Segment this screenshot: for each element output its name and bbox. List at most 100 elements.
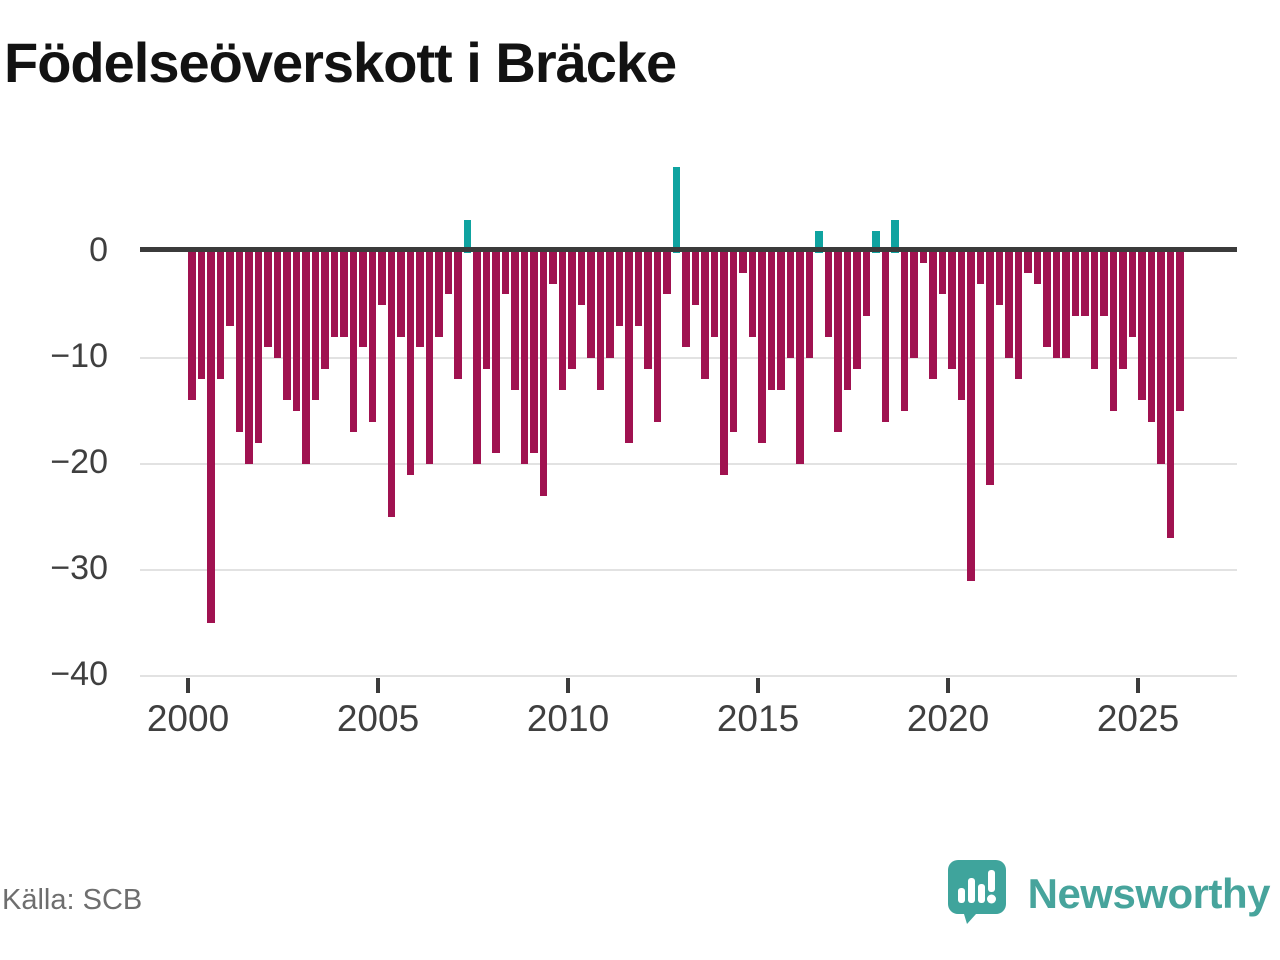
negative-quarter-bar <box>1005 249 1013 358</box>
negative-quarter-bar <box>188 249 196 401</box>
negative-quarter-bar <box>1071 249 1080 316</box>
positive-quarter-bar <box>463 220 472 253</box>
negative-quarter-bar <box>473 249 481 464</box>
x-axis-tick <box>376 678 380 693</box>
negative-quarter-bar <box>520 249 529 464</box>
gridline-y--40 <box>140 675 1237 677</box>
negative-quarter-bar <box>957 249 966 401</box>
negative-quarter-bar <box>226 249 234 327</box>
negative-quarter-bar <box>682 249 690 348</box>
negative-quarter-bar <box>938 249 947 295</box>
negative-quarter-bar <box>796 249 804 464</box>
negative-quarter-bar <box>444 249 453 295</box>
negative-quarter-bar <box>777 249 785 390</box>
negative-quarter-bar <box>606 249 614 358</box>
negative-quarter-bar <box>577 249 586 305</box>
x-axis-tick <box>1136 678 1140 693</box>
negative-quarter-bar <box>1157 249 1165 464</box>
positive-quarter-bar <box>672 167 681 253</box>
negative-quarter-bar <box>1014 249 1023 380</box>
negative-quarter-bar <box>302 249 310 464</box>
negative-quarter-bar <box>976 249 985 284</box>
negative-quarter-bar <box>235 249 244 433</box>
negative-quarter-bar <box>720 249 728 475</box>
negative-quarter-bar <box>615 249 624 327</box>
gridline-y--30 <box>140 569 1237 571</box>
negative-quarter-bar <box>767 249 776 390</box>
negative-quarter-bar <box>1119 249 1127 369</box>
page-title: Födelseöverskott i Bräcke <box>4 31 677 94</box>
negative-quarter-bar <box>691 249 700 305</box>
negative-quarter-bar <box>1128 249 1137 337</box>
negative-quarter-bar <box>492 249 500 454</box>
x-axis-year-label: 2010 <box>526 698 610 739</box>
negative-quarter-bar <box>805 249 814 358</box>
x-axis-year-label: 2015 <box>716 698 800 739</box>
negative-quarter-bar <box>311 249 320 401</box>
negative-quarter-bar <box>948 249 956 369</box>
negative-quarter-bar <box>625 249 633 443</box>
negative-quarter-bar <box>919 249 928 263</box>
x-axis-tick <box>566 678 570 693</box>
x-axis-tick <box>186 678 190 693</box>
x-axis-year-label: 2025 <box>1096 698 1180 739</box>
negative-quarter-bar <box>729 249 738 433</box>
y-axis-tick-label: −30 <box>50 549 108 587</box>
newsworthy-wordmark: Newsworthy <box>1027 869 1271 917</box>
negative-quarter-bar <box>283 249 291 401</box>
negative-quarter-bar <box>368 249 377 422</box>
negative-quarter-bar <box>207 249 215 623</box>
negative-quarter-bar <box>216 249 225 380</box>
negative-quarter-bar <box>397 249 405 337</box>
negative-quarter-bar <box>967 249 975 581</box>
y-axis-tick-label: −40 <box>50 655 108 693</box>
positive-quarter-bar <box>815 230 823 253</box>
negative-quarter-bar <box>634 249 643 327</box>
negative-quarter-bar <box>1100 249 1108 316</box>
negative-quarter-bar <box>245 249 253 464</box>
negative-quarter-bar <box>1138 249 1146 401</box>
negative-quarter-bar <box>378 249 386 305</box>
negative-quarter-bar <box>910 249 918 358</box>
negative-quarter-bar <box>1147 249 1156 422</box>
negative-quarter-bar <box>1090 249 1099 369</box>
x-axis-year-label: 2005 <box>336 698 420 739</box>
gridline-y--10 <box>140 357 1237 359</box>
negative-quarter-bar <box>1033 249 1042 284</box>
x-axis-year-label: 2000 <box>146 698 230 739</box>
negative-quarter-bar <box>986 249 994 486</box>
negative-quarter-bar <box>1062 249 1070 358</box>
negative-quarter-bar <box>786 249 795 358</box>
x-axis-tick <box>756 678 760 693</box>
negative-quarter-bar <box>321 249 329 369</box>
negative-quarter-bar <box>511 249 519 390</box>
negative-quarter-bar <box>482 249 491 369</box>
negative-quarter-bar <box>1176 249 1184 411</box>
source-caption: Källa: SCB <box>2 884 143 916</box>
negative-quarter-bar <box>824 249 833 337</box>
negative-quarter-bar <box>881 249 890 422</box>
negative-quarter-bar <box>900 249 909 411</box>
y-axis-tick-label: 0 <box>89 231 108 269</box>
negative-quarter-bar <box>758 249 766 443</box>
negative-quarter-bar <box>1166 249 1175 539</box>
negative-quarter-bar <box>929 249 937 380</box>
negative-quarter-bar <box>539 249 548 496</box>
negative-quarter-bar <box>1043 249 1051 348</box>
negative-quarter-bar <box>273 249 282 358</box>
negative-quarter-bar <box>501 249 510 295</box>
negative-quarter-bar <box>425 249 434 464</box>
y-axis-tick-label: −20 <box>50 443 108 481</box>
negative-quarter-bar <box>359 249 367 348</box>
negative-quarter-bar <box>330 249 339 337</box>
negative-quarter-bar <box>197 249 206 380</box>
negative-quarter-bar <box>340 249 348 337</box>
negative-quarter-bar <box>292 249 301 411</box>
negative-quarter-bar <box>349 249 358 433</box>
negative-quarter-bar <box>653 249 662 422</box>
negative-quarter-bar <box>596 249 605 390</box>
gridline-y--20 <box>140 463 1237 465</box>
negative-quarter-bar <box>748 249 757 337</box>
negative-quarter-bar <box>995 249 1004 305</box>
